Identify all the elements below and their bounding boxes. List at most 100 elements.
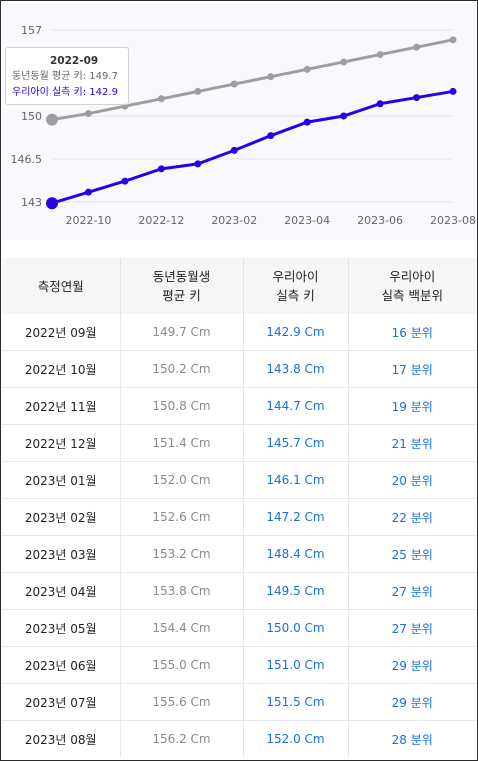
- measured-height-point: [449, 87, 457, 95]
- cell-percentile: 20 분위: [348, 461, 476, 499]
- cell-month: 2023년 04월: [2, 572, 121, 610]
- cell-month: 2022년 12월: [2, 424, 121, 462]
- cell-avg-height: 153.8 Cm: [120, 572, 244, 610]
- cell-month: 2023년 03월: [2, 535, 121, 573]
- avg-height-line: [51, 38, 454, 122]
- cell-month: 2023년 02월: [2, 498, 121, 536]
- header-line: 실측 백분위: [381, 288, 443, 303]
- table-row: 2023년 03월 153.2 Cm 148.4 Cm 25 분위: [2, 535, 476, 573]
- table-row: 2023년 04월 153.8 Cm 149.5 Cm 27 분위: [2, 572, 476, 610]
- chart-tooltip: 2022-09 동년동월 평균 키: 149.7 우리아이 실측 키: 142.…: [5, 47, 129, 105]
- avg-height-point: [340, 58, 348, 66]
- cell-percentile: 17 분위: [348, 350, 476, 388]
- cell-measured-height: 146.1 Cm: [243, 461, 349, 499]
- cell-avg-height: 153.2 Cm: [120, 535, 244, 573]
- avg-height-point: [303, 65, 311, 73]
- cell-avg-height: 155.6 Cm: [120, 683, 244, 721]
- table-row: 2022년 09월 149.7 Cm 142.9 Cm 16 분위: [2, 314, 476, 351]
- measured-height-point: [413, 94, 421, 102]
- cell-measured-height: 143.8 Cm: [243, 350, 349, 388]
- cell-percentile: 22 분위: [348, 498, 476, 536]
- table-row: 2023년 07월 155.6 Cm 151.5 Cm 29 분위: [2, 683, 476, 721]
- table-row: 2023년 01월 152.0 Cm 146.1 Cm 20 분위: [2, 461, 476, 499]
- cell-month: 2023년 08월: [2, 720, 121, 757]
- header-month: 측정연월: [2, 258, 121, 314]
- cell-measured-height: 145.7 Cm: [243, 424, 349, 462]
- cell-measured-height: 147.2 Cm: [243, 498, 349, 536]
- measured-height-point: [340, 112, 348, 120]
- cell-month: 2023년 07월: [2, 683, 121, 721]
- cell-avg-height: 152.6 Cm: [120, 498, 244, 536]
- cell-measured-height: 151.0 Cm: [243, 646, 349, 684]
- measured-height-point: [303, 118, 311, 126]
- cell-measured-height: 150.0 Cm: [243, 609, 349, 647]
- x-tick-label: 2022-10: [65, 214, 111, 227]
- cell-avg-height: 155.0 Cm: [120, 646, 244, 684]
- tooltip-avg-value: 동년동월 평균 키: 149.7: [12, 71, 118, 82]
- cell-measured-height: 142.9 Cm: [243, 314, 349, 351]
- cell-avg-height: 154.4 Cm: [120, 609, 244, 647]
- measured-height-point: [157, 165, 165, 173]
- x-tick-label: 2022-12: [138, 214, 184, 227]
- header-line: 평균 키: [162, 288, 201, 303]
- cell-avg-height: 151.4 Cm: [120, 424, 244, 462]
- measured-height-point: [267, 132, 275, 140]
- cell-percentile: 25 분위: [348, 535, 476, 573]
- measured-height-line: [51, 89, 454, 205]
- avg-height-point: [194, 87, 202, 95]
- cell-avg-height: 150.8 Cm: [120, 387, 244, 425]
- cell-month: 2022년 10월: [2, 350, 121, 388]
- cell-measured-height: 149.5 Cm: [243, 572, 349, 610]
- y-tick-label: 146.5: [11, 153, 43, 166]
- y-tick-label: 143: [21, 196, 42, 209]
- table-row: 2023년 06월 155.0 Cm 151.0 Cm 29 분위: [2, 646, 476, 684]
- table-row: 2022년 10월 150.2 Cm 143.8 Cm 17 분위: [2, 350, 476, 388]
- measured-height-point: [194, 160, 202, 168]
- header-line: 측정연월: [37, 278, 84, 294]
- cell-month: 2023년 06월: [2, 646, 121, 684]
- cell-month: 2022년 11월: [2, 387, 121, 425]
- header-line: 동년동월생: [152, 269, 211, 284]
- measured-height-point: [46, 197, 58, 210]
- x-tick-label: 2023-06: [357, 214, 403, 227]
- cell-percentile: 21 분위: [348, 424, 476, 462]
- cell-percentile: 19 분위: [348, 387, 476, 425]
- table-row: 2023년 08월 156.2 Cm 152.0 Cm 28 분위: [2, 720, 476, 757]
- y-tick-label: 157: [21, 24, 42, 37]
- avg-height-point: [46, 113, 58, 126]
- tooltip-mine-value: 우리아이 실측 키: 142.9: [12, 87, 118, 98]
- cell-percentile: 27 분위: [348, 609, 476, 647]
- cell-month: 2023년 05월: [2, 609, 121, 647]
- measured-height-point: [376, 100, 384, 108]
- cell-measured-height: 152.0 Cm: [243, 720, 349, 757]
- header-line: 우리아이: [272, 269, 319, 284]
- chart-svg: 143 146.5 150 157 2022-10 2022-12 2023-02 2023-…: [11, 24, 476, 227]
- cell-percentile: 27 분위: [348, 572, 476, 610]
- avg-height-point: [157, 95, 165, 103]
- measured-height-point: [121, 177, 129, 185]
- height-chart[interactable]: 143 146.5 150 157 2022-10 2022-12 2023-02 2023-…: [2, 2, 476, 240]
- cell-month: 2022년 09월: [2, 314, 121, 351]
- avg-height-point: [230, 80, 238, 88]
- x-tick-label: 2023-04: [284, 214, 330, 227]
- cell-percentile: 29 분위: [348, 683, 476, 721]
- cell-avg-height: 150.2 Cm: [120, 350, 244, 388]
- measured-height-point: [230, 146, 238, 154]
- cell-month: 2023년 01월: [2, 461, 121, 499]
- avg-height-point: [449, 36, 457, 44]
- table-row: 2023년 02월 152.6 Cm 147.2 Cm 22 분위: [2, 498, 476, 536]
- header-line: 실측 키: [276, 288, 315, 303]
- avg-height-point: [376, 51, 384, 59]
- cell-percentile: 16 분위: [348, 314, 476, 351]
- cell-avg-height: 152.0 Cm: [120, 461, 244, 499]
- x-tick-label: 2023-02: [211, 214, 257, 227]
- header-line: 우리아이: [389, 269, 436, 284]
- cell-avg-height: 156.2 Cm: [120, 720, 244, 757]
- cell-measured-height: 151.5 Cm: [243, 683, 349, 721]
- x-tick-label: 2023-08: [430, 214, 476, 227]
- avg-height-point: [84, 110, 92, 118]
